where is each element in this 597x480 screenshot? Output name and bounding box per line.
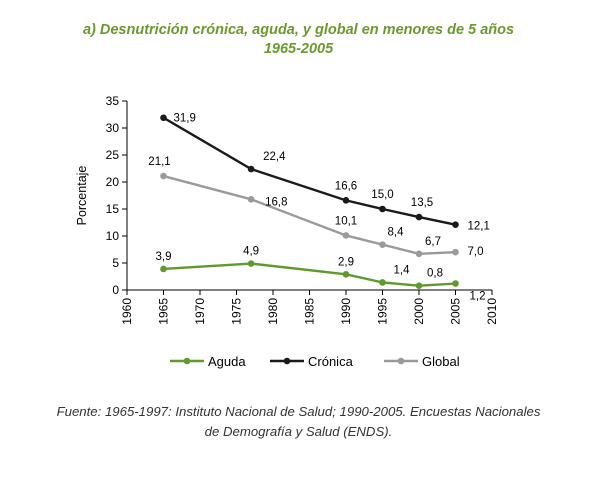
data-label-global: 10,1 xyxy=(335,215,357,227)
data-label-aguda: 0,8 xyxy=(427,268,443,280)
x-tick-label: 1995 xyxy=(376,298,390,325)
y-tick-label: 5 xyxy=(112,256,119,270)
y-tick-label: 15 xyxy=(106,202,120,216)
x-tick-label: 1960 xyxy=(120,298,134,325)
y-tick-label: 25 xyxy=(106,148,120,162)
x-tick-label: 1975 xyxy=(230,298,244,325)
data-label-crnica: 31,9 xyxy=(174,113,196,125)
x-tick-label: 1970 xyxy=(193,298,207,325)
data-point-aguda xyxy=(160,265,167,273)
data-label-global: 21,1 xyxy=(148,156,170,168)
y-tick-label: 35 xyxy=(106,94,120,108)
data-point-crnica xyxy=(452,221,459,228)
y-tick-label: 0 xyxy=(112,283,119,297)
data-point-crnica xyxy=(247,165,255,173)
data-label-global: 8,4 xyxy=(388,227,405,239)
x-tick-label: 2010 xyxy=(485,298,499,325)
x-tick-label: 1985 xyxy=(303,298,317,325)
data-point-global xyxy=(160,172,167,180)
data-point-crnica xyxy=(415,213,423,221)
x-tick-label: 1980 xyxy=(266,298,280,325)
data-label-aguda: 4,9 xyxy=(243,246,259,258)
series-line-global xyxy=(163,174,456,256)
y-axis-label: Porcentaje xyxy=(75,166,89,226)
line-chart: 0 5 10 15 20 25 30 35 1960 1965 1970 1975 1980 1985 19… xyxy=(75,94,499,369)
legend-marker-aguda xyxy=(183,357,191,365)
data-point-global xyxy=(415,250,423,258)
chart-subtitle: 1965-2005 xyxy=(263,41,334,57)
data-label-global: 7,0 xyxy=(468,246,484,258)
source-note-line-2: de Demografía y Salud (ENDS). xyxy=(204,424,393,439)
data-label-crnica: 13,5 xyxy=(411,197,433,209)
data-point-crnica xyxy=(160,114,167,122)
data-point-global xyxy=(342,232,350,239)
x-tick-label: 2000 xyxy=(412,298,426,325)
y-tick-label: 10 xyxy=(106,229,120,243)
legend-label-aguda: Aguda xyxy=(208,354,246,369)
data-point-aguda xyxy=(415,282,423,289)
data-label-aguda: 1,4 xyxy=(394,264,411,276)
x-tick-label: 1990 xyxy=(339,298,353,325)
data-point-aguda xyxy=(379,279,386,286)
chart-title: a) Desnutrición crónica, aguda, y global… xyxy=(82,22,515,38)
data-point-crnica xyxy=(342,197,350,204)
data-label-global: 6,7 xyxy=(425,236,441,248)
data-point-global xyxy=(379,241,386,248)
data-point-global xyxy=(247,195,255,203)
data-label-aguda: 2,9 xyxy=(338,256,354,268)
y-tick-label: 20 xyxy=(106,175,120,189)
data-point-global xyxy=(452,248,459,256)
legend-label-global: Global xyxy=(422,354,460,369)
series-line-crnica xyxy=(162,116,456,226)
legend-marker-global xyxy=(397,357,405,365)
data-point-aguda xyxy=(342,271,350,278)
data-label-aguda: 1,2 xyxy=(470,291,486,303)
data-point-aguda xyxy=(452,280,459,287)
source-note-line-1: Fuente: 1965-1997: Instituto Nacional de… xyxy=(56,404,541,419)
data-point-aguda xyxy=(247,260,255,267)
data-label-aguda: 3,9 xyxy=(156,251,172,263)
x-tick-label: 1965 xyxy=(157,298,171,325)
y-tick-label: 30 xyxy=(106,121,120,135)
data-point-crnica xyxy=(379,205,386,213)
x-tick-label: 2005 xyxy=(449,298,463,325)
legend-marker-crnica xyxy=(283,357,291,365)
data-label-global: 16,8 xyxy=(265,196,287,208)
data-label-crnica: 12,1 xyxy=(468,221,490,233)
data-label-crnica: 16,6 xyxy=(335,180,357,192)
data-label-crnica: 22,4 xyxy=(263,151,286,163)
legend-label-crnica: Crónica xyxy=(308,354,354,369)
series-line-aguda xyxy=(163,262,456,287)
data-label-crnica: 15,0 xyxy=(371,189,393,201)
